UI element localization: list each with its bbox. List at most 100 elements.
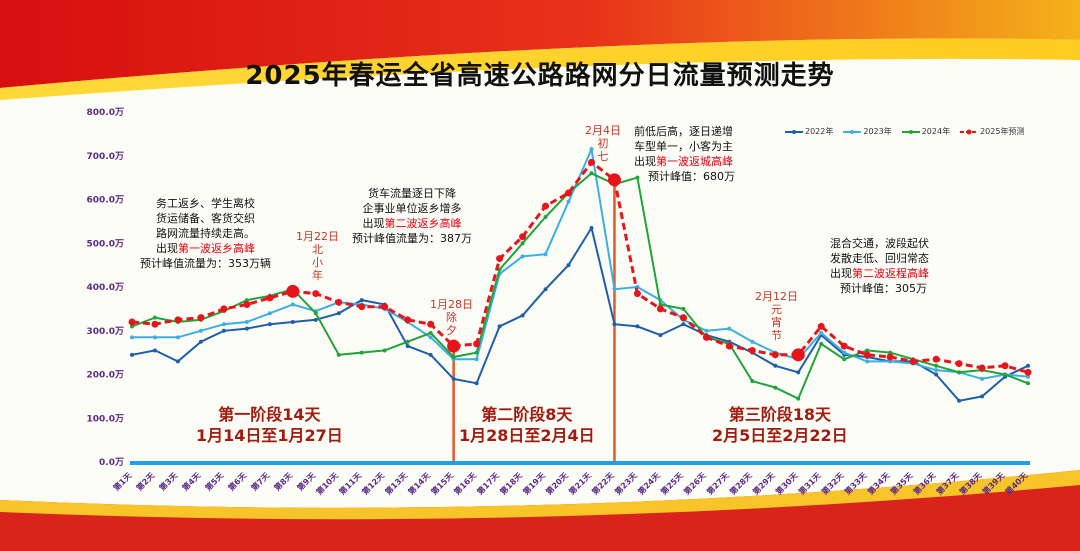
data-point: [427, 320, 435, 328]
data-point: [771, 351, 779, 359]
data-point: [727, 326, 732, 331]
data-point: [635, 175, 640, 180]
data-point: [725, 342, 733, 350]
data-point: [589, 225, 594, 230]
x-tick-label: 第16天: [452, 470, 479, 497]
data-point: [381, 303, 389, 311]
y-tick-label: 800.0万: [87, 107, 124, 118]
data-point: [863, 351, 871, 359]
data-point: [428, 352, 433, 357]
x-tick-label: 第26天: [682, 470, 709, 497]
data-point: [748, 346, 756, 354]
data-point: [633, 290, 641, 298]
data-point: [130, 324, 134, 329]
data-point: [1001, 362, 1009, 370]
data-point: [796, 396, 801, 401]
data-point: [198, 339, 203, 344]
holiday-date: 1月28日: [430, 298, 473, 311]
data-point: [865, 348, 870, 353]
data-point: [888, 359, 893, 364]
data-point: [152, 335, 157, 340]
annotation-line: 路网流量持续走高。: [156, 227, 255, 240]
data-point: [679, 314, 687, 322]
x-tick-label: 第28天: [727, 470, 754, 497]
key-day-marker: [607, 173, 621, 187]
phase-1-label: 第一阶段14天 1月14日至1月27日: [196, 404, 343, 446]
x-tick-label: 第33天: [842, 470, 869, 497]
legend-label-2023: 2023年: [863, 127, 892, 136]
key-day-marker: [447, 339, 461, 353]
legend-2025: 2025年预测: [960, 126, 1024, 137]
holiday-char: 年: [312, 269, 323, 282]
data-point: [1026, 374, 1030, 379]
data-point: [175, 335, 180, 340]
data-point: [130, 335, 134, 340]
data-point: [589, 147, 594, 152]
annotation-line: 务工返乡、学生离校: [156, 197, 255, 210]
annotation-text: 出现: [362, 217, 385, 230]
holiday-date: 2月4日: [585, 124, 621, 137]
data-point: [520, 254, 525, 259]
x-tick-label: 第32天: [819, 470, 846, 497]
data-point: [842, 357, 847, 362]
data-point: [957, 370, 962, 375]
legend-label-2024: 2024年: [921, 127, 951, 136]
footer-yellow-band: [0, 470, 1080, 520]
data-point: [819, 341, 824, 346]
data-point: [704, 328, 709, 333]
data-point: [702, 333, 710, 341]
holiday-date: 1月22日: [296, 230, 339, 243]
data-point: [405, 344, 410, 349]
holiday-char: 节: [771, 329, 782, 342]
data-point: [496, 255, 504, 263]
data-point: [497, 324, 502, 329]
data-point: [865, 359, 870, 364]
data-point: [635, 324, 640, 329]
legend-2022: 2022年: [785, 126, 833, 137]
phase-range: 1月14日至1月27日: [196, 426, 343, 445]
phase-name: 第二阶段8天: [481, 405, 573, 424]
x-tick-label: 第29天: [750, 470, 777, 497]
data-point: [1026, 363, 1030, 368]
holiday-xiaonian: 1月22日 北 小 年: [296, 230, 339, 282]
data-point: [934, 368, 939, 373]
data-point: [451, 355, 456, 359]
annotation-phase2b: 前低后高，逐日递增 车型单一，小客为主 出现第一波返城高峰 预计峰值：680万: [634, 124, 735, 184]
series-line-2025年预测: [131, 160, 1029, 374]
data-point: [612, 322, 617, 327]
x-tick-label: 第22天: [590, 470, 617, 497]
data-point: [957, 398, 962, 403]
header-red-band: [0, 0, 1080, 88]
data-point: [589, 171, 594, 176]
phase-2-label: 第二阶段8天 1月28日至2月4日: [459, 404, 595, 446]
annotation-line: 预计峰值流量为：353万辆: [140, 257, 271, 270]
data-point: [566, 199, 571, 204]
x-tick-label: 第10天: [314, 470, 341, 497]
data-point: [519, 233, 527, 241]
data-point: [656, 305, 664, 313]
annotation-highlight: 第二波返程高峰: [852, 267, 929, 280]
data-point: [128, 318, 136, 326]
y-tick-label: 700.0万: [87, 151, 124, 162]
x-tick-label: 第8天: [272, 470, 295, 493]
data-point: [543, 252, 548, 257]
data-point: [1026, 381, 1030, 386]
holiday-char: 除: [446, 311, 457, 324]
data-point: [909, 357, 917, 365]
x-tick-label: 第4天: [180, 470, 203, 493]
x-tick-label: 第23天: [613, 470, 640, 497]
data-point: [750, 379, 755, 384]
phase-3-label: 第三阶段18天 2月5日至2月22日: [712, 404, 848, 446]
data-point: [934, 363, 939, 368]
annotation-line: 出现第二波返乡高峰: [352, 216, 472, 231]
annotation-line: 企事业单位返乡增多: [362, 202, 462, 215]
annotation-line: 货车流量逐日下降: [368, 187, 456, 200]
key-day-marker: [791, 348, 805, 362]
data-point: [313, 317, 318, 322]
y-tick-label: 0.0万: [99, 457, 124, 468]
data-point: [428, 330, 433, 335]
data-point: [565, 189, 573, 197]
x-tick-label: 第25天: [659, 470, 686, 497]
data-point: [842, 350, 847, 355]
